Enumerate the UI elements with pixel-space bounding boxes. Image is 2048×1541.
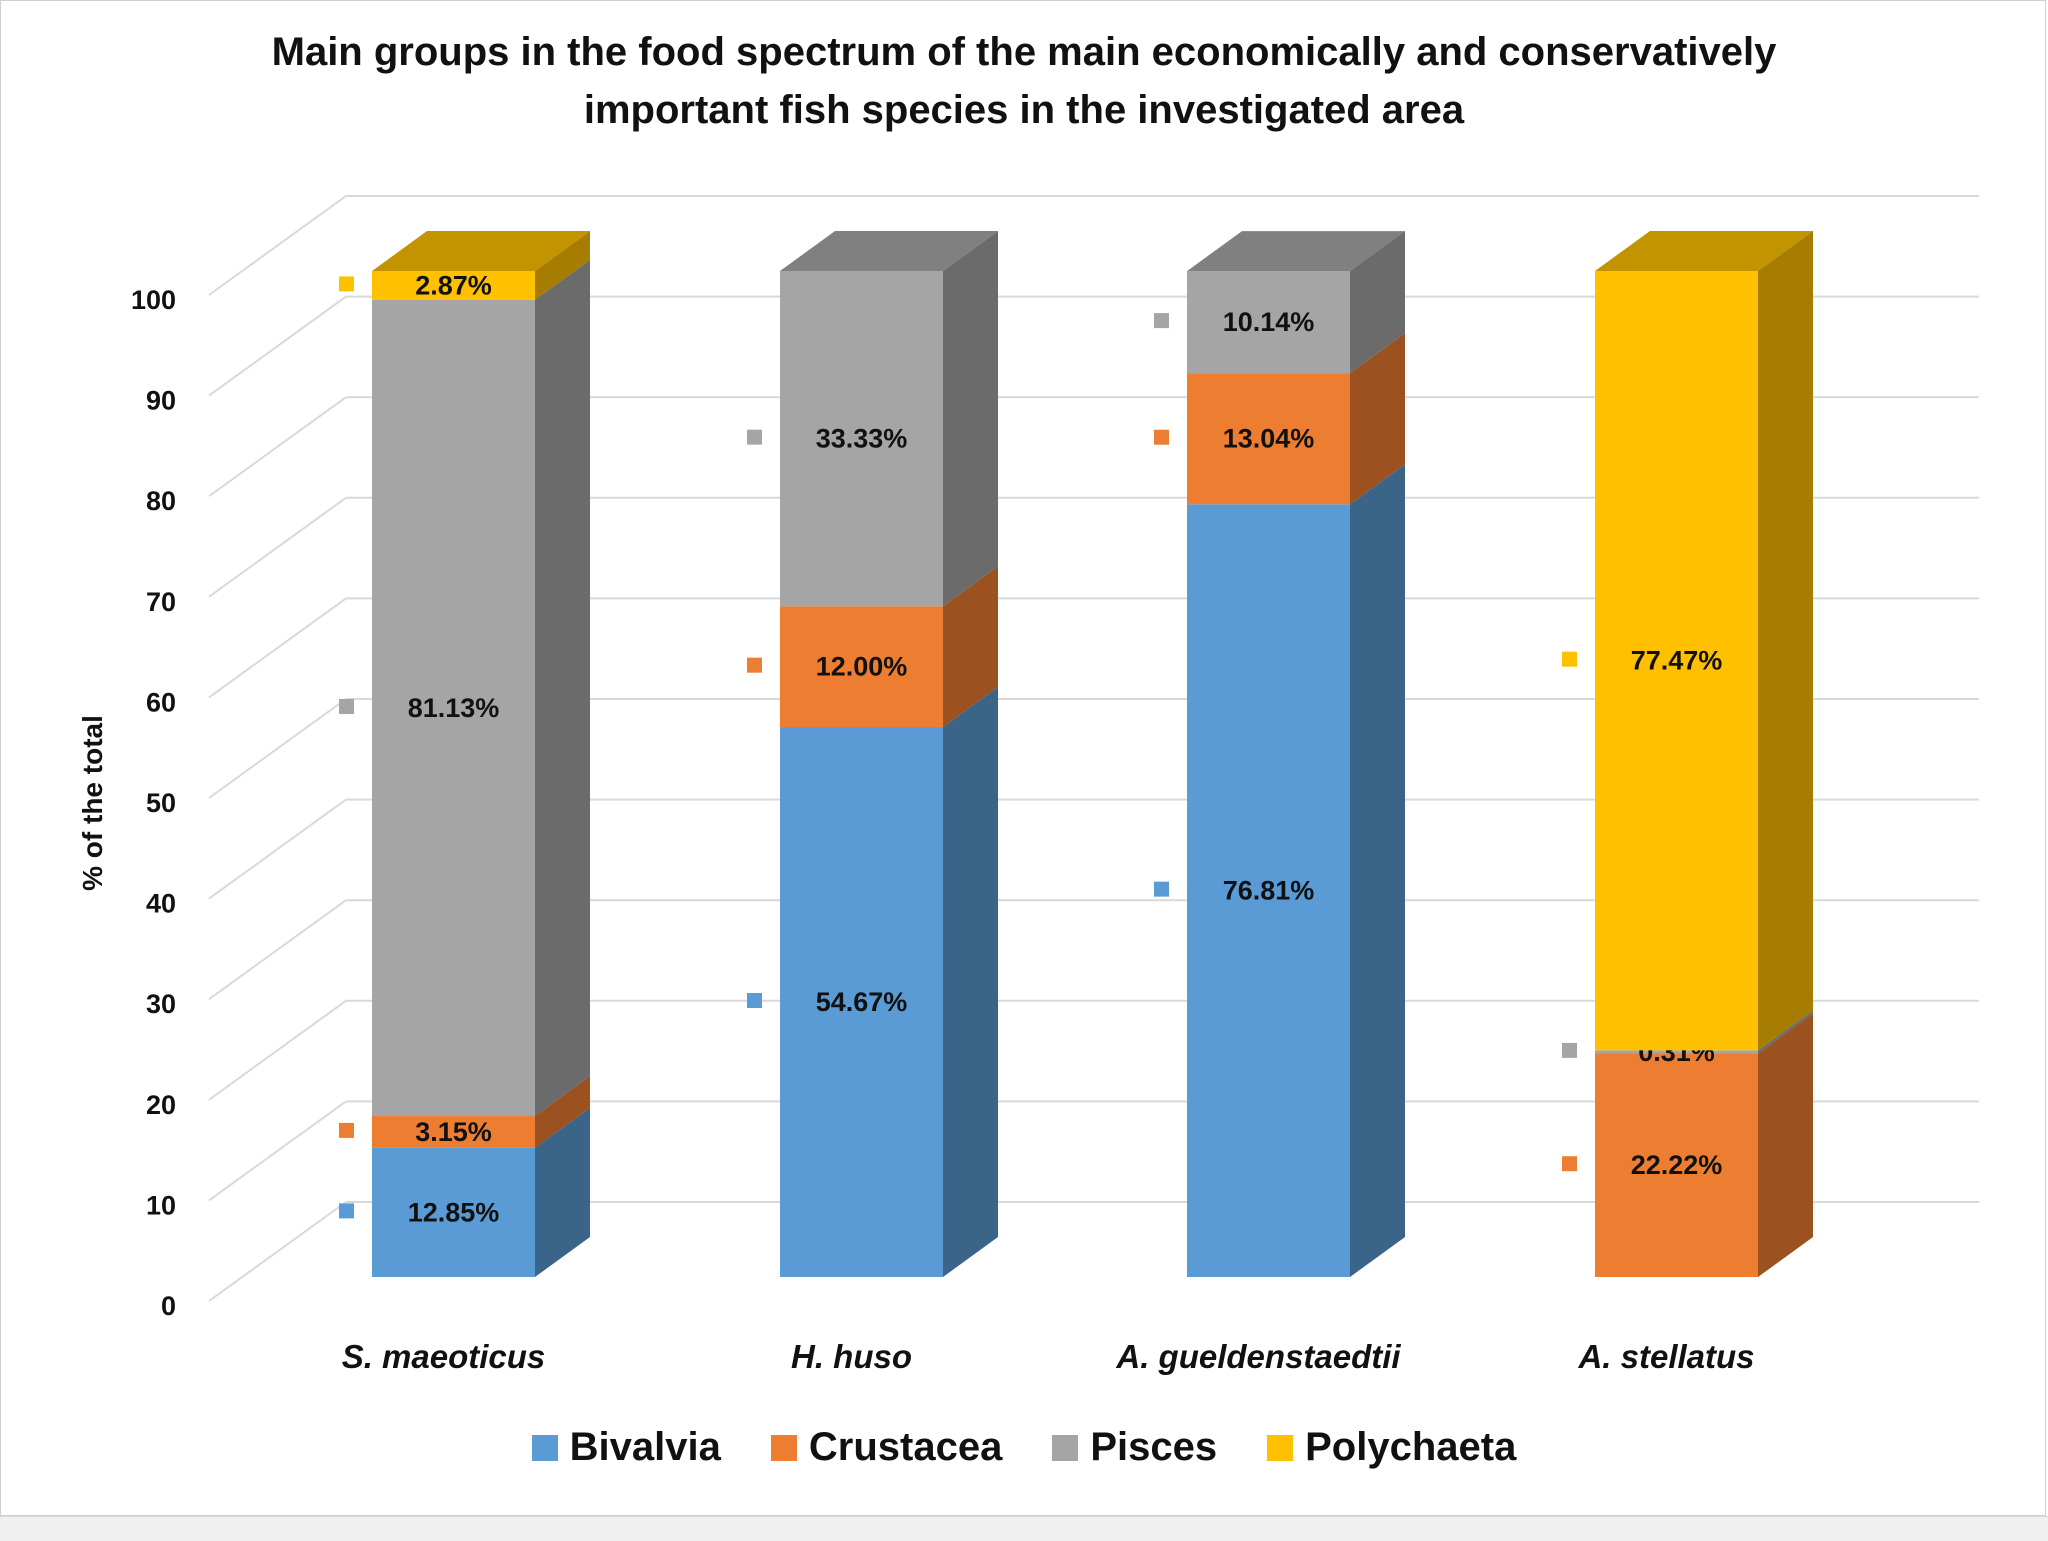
data-label: 33.33% — [816, 424, 908, 454]
data-label: 3.15% — [415, 1117, 492, 1147]
chart-title-line-1: Main groups in the food spectrum of the … — [271, 30, 1777, 74]
data-label-marker — [339, 1203, 354, 1219]
data-label-marker — [747, 429, 762, 445]
legend-label: Pisces — [1090, 1425, 1218, 1469]
bar-segment-crustacea — [372, 1116, 535, 1148]
legend-label: Polychaeta — [1305, 1425, 1517, 1469]
y-tick-label: 50 — [146, 788, 176, 818]
data-label: 2.87% — [415, 270, 492, 300]
bar-side-pisces — [1350, 231, 1405, 374]
bar-segment-bivalvia — [1187, 504, 1350, 1278]
data-label: 22.22% — [1631, 1150, 1723, 1180]
gridline-depth — [208, 1201, 347, 1302]
bar-side-crustacea — [1350, 333, 1405, 505]
bar-side-bivalvia — [1350, 464, 1405, 1278]
legend-item-polychaeta: Polychaeta — [1267, 1425, 1516, 1470]
bar-segment-crustacea — [780, 606, 943, 728]
data-label: 12.00% — [816, 652, 908, 682]
legend-label: Bivalvia — [569, 1425, 721, 1469]
legend-item-bivalvia: Bivalvia — [531, 1425, 721, 1470]
data-label-marker — [1154, 429, 1169, 445]
legend-swatch — [1267, 1434, 1294, 1461]
bar-side-crustacea — [943, 566, 998, 728]
bar-side-bivalvia — [535, 1107, 590, 1277]
data-label-marker — [1154, 881, 1169, 897]
gridline-depth — [208, 597, 347, 699]
legend-item-pisces: Pisces — [1052, 1425, 1217, 1470]
spreadsheet-grid-strip — [0, 1516, 2048, 1541]
legend: Bivalvia Crustacea Pisces Polychaeta — [0, 1425, 2048, 1470]
chart-title-line-2: important fish species in the investigat… — [583, 88, 1465, 132]
data-label-marker — [1562, 1156, 1577, 1172]
bar-side-polychaeta — [535, 231, 590, 300]
legend-swatch — [531, 1434, 558, 1461]
y-tick-label: 40 — [146, 889, 176, 919]
y-tick-label: 100 — [131, 285, 176, 315]
data-label: 10.14% — [1223, 307, 1315, 337]
y-tick-label: 90 — [146, 386, 176, 416]
gridline-depth — [208, 195, 347, 296]
bar-segment-crustacea — [1595, 1053, 1758, 1277]
gridline-depth — [208, 1100, 347, 1202]
data-label-marker — [339, 1122, 354, 1138]
y-tick-label: 20 — [146, 1090, 176, 1120]
bar-side-pisces — [1758, 1010, 1813, 1054]
bar-segment-bivalvia — [372, 1147, 535, 1277]
bar-side-bivalvia — [943, 687, 998, 1277]
legend-swatch — [770, 1434, 797, 1461]
gridline-depth — [208, 899, 347, 1001]
bar-top-pisces — [1187, 231, 1405, 272]
gridline-depth — [208, 798, 347, 900]
bar-segment-crustacea — [1187, 373, 1350, 505]
data-label-marker — [339, 276, 354, 292]
bar-side-pisces — [535, 259, 590, 1117]
bar-segment-pisces — [372, 299, 535, 1117]
bar-segment-polychaeta — [1595, 271, 1758, 1051]
data-label-marker — [747, 993, 762, 1009]
y-tick-label: 30 — [146, 989, 176, 1019]
bar-top-polychaeta — [1595, 231, 1813, 271]
data-label-marker — [1562, 1042, 1577, 1058]
bar-top-polychaeta — [372, 231, 590, 271]
y-tick-label: 60 — [146, 687, 176, 717]
gridline-depth — [208, 295, 347, 397]
legend-item-crustacea: Crustacea — [770, 1425, 1003, 1470]
data-label: 81.13% — [408, 693, 500, 723]
y-tick-label: 70 — [146, 587, 176, 617]
category-label: S. maeoticus — [342, 1338, 546, 1375]
category-label: A. stellatus — [1577, 1338, 1754, 1375]
y-axis-title: % of the total — [77, 715, 108, 891]
y-tick-label: 0 — [161, 1291, 176, 1321]
y-tick-label: 10 — [146, 1190, 176, 1220]
bar-segment-pisces — [780, 271, 943, 607]
bar-segment-pisces — [1187, 271, 1350, 374]
data-label-marker — [1562, 651, 1577, 667]
bar-segment-polychaeta — [372, 271, 535, 300]
category-label: H. huso — [791, 1338, 912, 1375]
bar-segment-pisces — [1595, 1050, 1758, 1054]
bar-side-crustacea — [535, 1076, 590, 1148]
gridline-depth — [208, 396, 347, 498]
data-label-marker — [1154, 313, 1169, 329]
data-label: 76.81% — [1223, 876, 1315, 906]
data-label-marker — [747, 657, 762, 673]
gridline-depth — [208, 698, 347, 799]
data-label-marker — [339, 698, 354, 714]
data-label: 12.85% — [408, 1197, 500, 1227]
data-label: 13.04% — [1223, 424, 1315, 454]
bar-side-crustacea — [1758, 1013, 1813, 1277]
legend-swatch — [1052, 1434, 1079, 1461]
bar-segment-bivalvia — [780, 727, 943, 1277]
bar-top-pisces — [780, 231, 998, 271]
gridline-depth — [208, 496, 347, 598]
data-label: 77.47% — [1631, 646, 1723, 676]
gridline-depth — [208, 999, 347, 1101]
category-label: A. gueldenstaedtii — [1115, 1338, 1401, 1375]
data-label: 54.67% — [816, 987, 908, 1017]
y-tick-label: 80 — [146, 486, 176, 516]
bar-side-pisces — [943, 231, 998, 607]
legend-label: Crustacea — [808, 1425, 1003, 1469]
bar-side-polychaeta — [1758, 231, 1813, 1051]
